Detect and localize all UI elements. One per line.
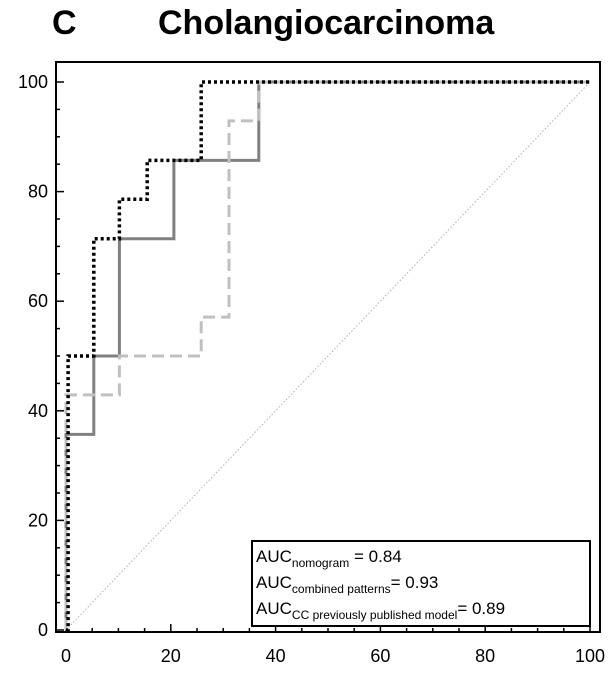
legend-box: [251, 540, 591, 627]
legend-entry: AUCnomogram = 0.84: [256, 547, 402, 570]
y-tick-label: 60: [28, 291, 48, 311]
series-group: [64, 80, 591, 632]
series-reference-line: [65, 81, 591, 631]
y-tick-label: 40: [28, 401, 48, 421]
x-tick-label: 0: [61, 646, 71, 666]
x-tick-label: 60: [370, 646, 390, 666]
y-tick-label: 0: [38, 620, 48, 640]
x-tick-label: 20: [161, 646, 181, 666]
axis-ticks: 0 20 40 60 80 100 0 20 40 60 80 100: [18, 72, 605, 666]
legend: AUCnomogram = 0.84 AUCcombined patterns= …: [251, 540, 591, 627]
series-dotted-line: [66, 80, 590, 632]
series-dashed-line: [64, 80, 590, 630]
panel-letter: C: [52, 4, 77, 42]
chart-title: Cholangiocarcinoma: [158, 4, 495, 42]
legend-entry: AUCCC previously published model= 0.89: [256, 599, 505, 622]
x-tick-label: 80: [475, 646, 495, 666]
x-tick-label: 100: [575, 646, 605, 666]
y-tick-label: 80: [28, 182, 48, 202]
legend-entry: AUCcombined patterns= 0.93: [256, 573, 438, 596]
x-tick-label: 40: [266, 646, 286, 666]
y-tick-label: 20: [28, 510, 48, 530]
y-tick-label: 100: [18, 72, 48, 92]
